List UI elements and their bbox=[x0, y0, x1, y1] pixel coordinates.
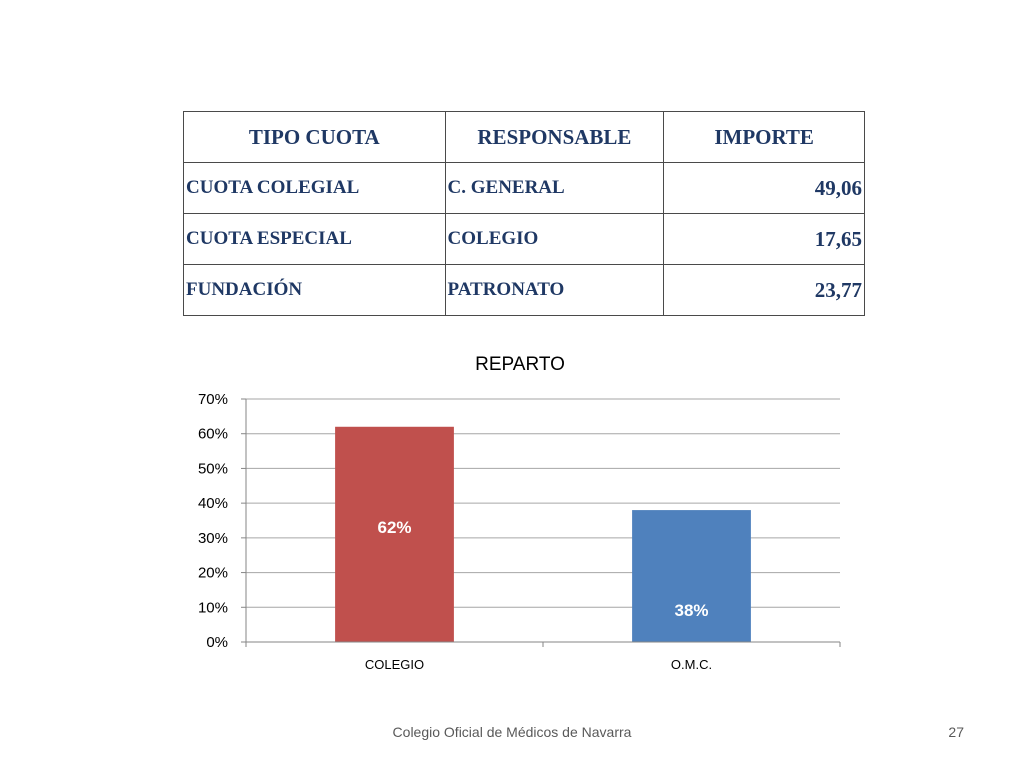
bar-chart: REPARTO 62% 38% 0% 10% 20% 30% 40% 50% 60% 70% CO… bbox=[198, 354, 841, 672]
table-row: FUNDACIÓN PATRONATO 23,77 bbox=[183, 264, 865, 316]
footer-text: Colegio Oficial de Médicos de Navarra bbox=[392, 724, 632, 740]
chart-bars: 62% 38% bbox=[335, 426, 751, 642]
table-header-row: TIPO CUOTA RESPONSABLE IMPORTE bbox=[183, 111, 865, 163]
header-importe: IMPORTE bbox=[663, 111, 865, 163]
page-number: 27 bbox=[948, 724, 964, 740]
cell-importe: 17,65 bbox=[663, 213, 865, 265]
header-tipo-cuota: TIPO CUOTA bbox=[183, 111, 446, 163]
y-tick-label: 0% bbox=[206, 634, 228, 651]
x-tick-label: O.M.C. bbox=[671, 657, 712, 672]
cell-tipo: FUNDACIÓN bbox=[183, 264, 446, 316]
data-label: 38% bbox=[674, 601, 708, 620]
bar bbox=[632, 510, 751, 642]
cell-responsable: PATRONATO bbox=[444, 264, 665, 316]
chart-title: REPARTO bbox=[475, 354, 565, 375]
x-tick-label: COLEGIO bbox=[365, 657, 424, 672]
y-tick-label: 40% bbox=[198, 495, 228, 512]
y-tick-label: 10% bbox=[198, 599, 228, 616]
data-label: 62% bbox=[377, 518, 411, 537]
chart-axes: 0% 10% 20% 30% 40% 50% 60% 70% COLEGIO O.M.C. bbox=[198, 391, 841, 672]
bar bbox=[335, 426, 454, 642]
y-tick-label: 50% bbox=[198, 460, 228, 477]
header-responsable: RESPONSABLE bbox=[444, 111, 665, 163]
y-tick-label: 60% bbox=[198, 426, 228, 443]
cell-importe: 23,77 bbox=[663, 264, 865, 316]
cell-importe: 49,06 bbox=[663, 162, 865, 214]
y-tick-label: 30% bbox=[198, 530, 228, 547]
y-tick-label: 70% bbox=[198, 391, 228, 408]
cell-responsable: COLEGIO bbox=[444, 213, 665, 265]
table-row: CUOTA ESPECIAL COLEGIO 17,65 bbox=[183, 213, 865, 265]
cell-tipo: CUOTA ESPECIAL bbox=[183, 213, 446, 265]
y-tick-label: 20% bbox=[198, 565, 228, 582]
fees-table: TIPO CUOTA RESPONSABLE IMPORTE CUOTA COL… bbox=[183, 111, 865, 316]
